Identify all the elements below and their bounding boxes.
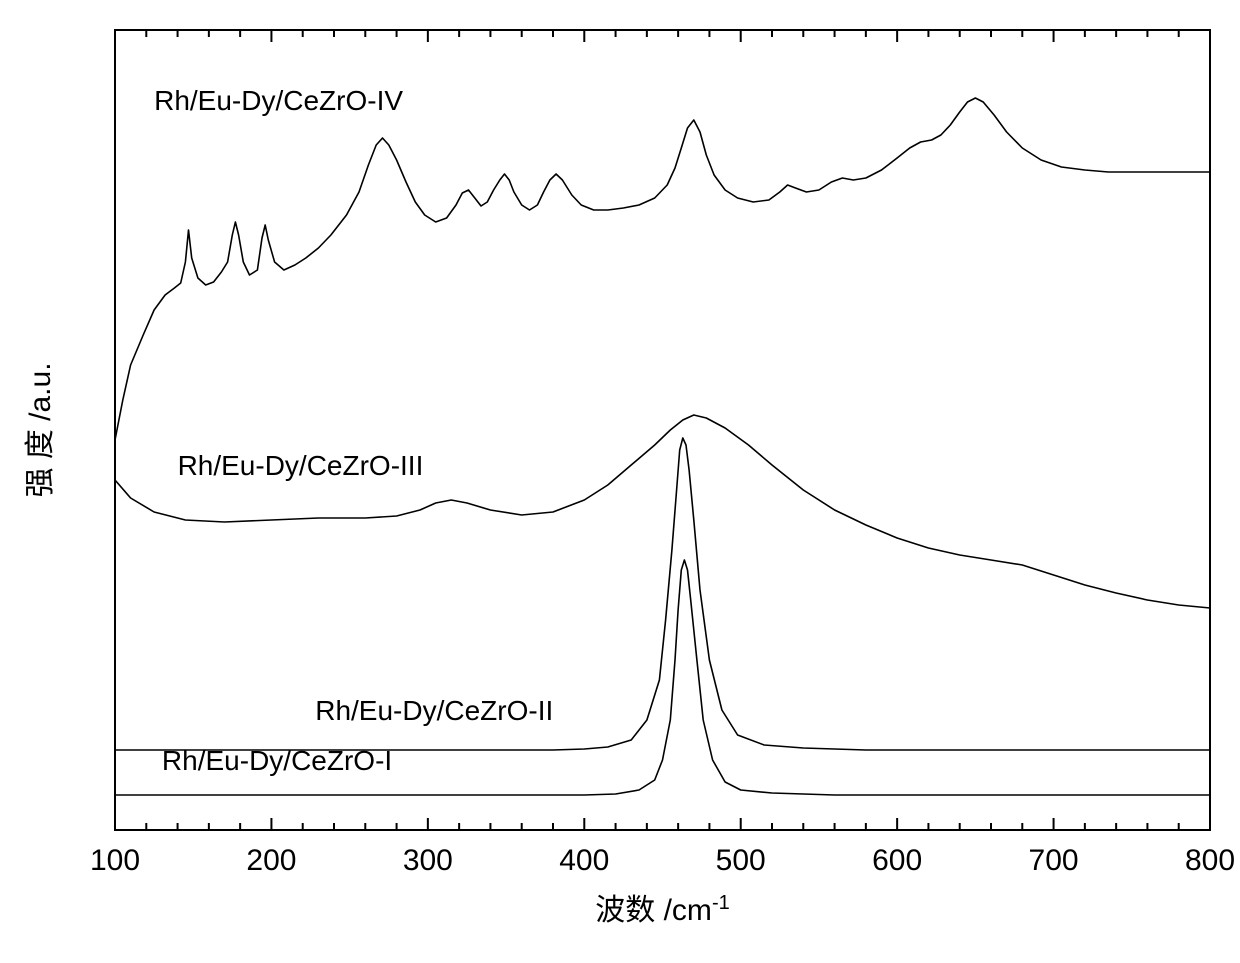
series-label: Rh/Eu-Dy/CeZrO-II <box>315 695 553 726</box>
x-tick-label: 200 <box>246 844 296 877</box>
series-label: Rh/Eu-Dy/CeZrO-I <box>162 745 392 776</box>
x-tick-label: 400 <box>559 844 609 877</box>
chart-svg: 100 200 300 400 500 600 700 800 波数 /cm-1 强 度 /a.u… <box>0 0 1240 963</box>
x-axis-label: 波数 /cm-1 <box>595 892 729 927</box>
x-tick-label: 800 <box>1185 844 1235 877</box>
spectra-chart: 100 200 300 400 500 600 700 800 波数 /cm-1 强 度 /a.u… <box>0 0 1240 963</box>
x-tick-label: 300 <box>403 844 453 877</box>
y-axis-label: 强 度 /a.u. <box>24 362 57 497</box>
x-tick-label: 100 <box>90 844 140 877</box>
x-tick-label: 500 <box>716 844 766 877</box>
series-label: Rh/Eu-Dy/CeZrO-IV <box>154 85 403 116</box>
x-tick-label: 700 <box>1029 844 1079 877</box>
series-label: Rh/Eu-Dy/CeZrO-III <box>178 450 424 481</box>
x-tick-label: 600 <box>872 844 922 877</box>
